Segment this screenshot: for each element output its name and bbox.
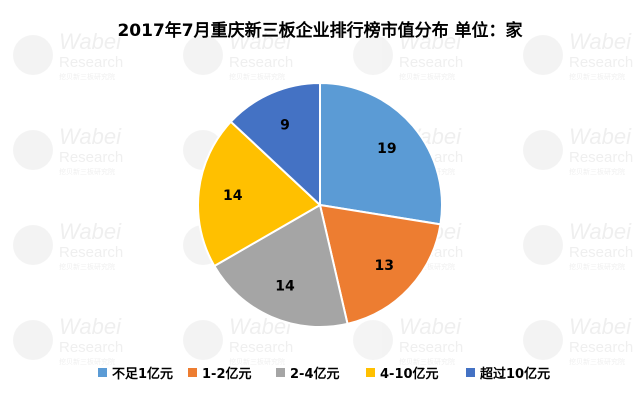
pie-data-label: 14 [223,188,243,204]
svg-text:Research: Research [569,244,633,261]
svg-text:Research: Research [569,54,633,71]
legend-item: 4-10亿元 [366,366,439,382]
legend-swatch [366,368,375,377]
legend-label: 不足1亿元 [112,366,173,382]
pie-slice-3 [212,203,349,328]
svg-text:Research: Research [59,149,123,166]
pie-slices [197,81,443,328]
svg-text:Research: Research [229,54,293,71]
svg-text:Wabei: Wabei [59,29,122,54]
pie-data-label: 13 [374,258,393,274]
svg-text:Wabei: Wabei [569,29,632,54]
svg-text:挖贝新三板研究院: 挖贝新三板研究院 [229,72,285,81]
svg-text:Research: Research [399,339,463,356]
svg-text:Research: Research [229,339,293,356]
legend-swatch [276,368,285,377]
svg-text:Research: Research [59,244,123,261]
svg-text:挖贝新三板研究院: 挖贝新三板研究院 [569,72,625,81]
svg-text:Research: Research [569,339,633,356]
svg-text:Wabei: Wabei [59,124,122,149]
chart-title: 2017年7月重庆新三板企业排行榜市值分布 单位：家 [117,20,522,41]
svg-text:挖贝新三板研究院: 挖贝新三板研究院 [569,167,625,176]
svg-text:挖贝新三板研究院: 挖贝新三板研究院 [59,167,115,176]
svg-text:挖贝新三板研究院: 挖贝新三板研究院 [399,72,455,81]
legend-swatch [98,368,107,377]
svg-text:挖贝新三板研究院: 挖贝新三板研究院 [399,262,455,271]
svg-text:Wabei: Wabei [59,219,122,244]
svg-text:Wabei: Wabei [569,124,632,149]
legend-swatch [466,368,475,377]
svg-text:Research: Research [569,149,633,166]
pie-data-label: 9 [280,117,290,133]
legend-label: 4-10亿元 [380,366,439,382]
svg-text:挖贝新三板研究院: 挖贝新三板研究院 [569,262,625,271]
svg-text:挖贝新三板研究院: 挖贝新三板研究院 [59,72,115,81]
pie-data-labels: 19 13 14 14 9 [223,117,397,294]
pie-slice-2 [318,203,442,326]
svg-text:Wabei: Wabei [569,219,632,244]
legend-label: 2-4亿元 [290,366,340,382]
pie-data-label: 19 [377,141,396,157]
svg-text:Wabei: Wabei [399,314,462,339]
svg-text:挖贝新三板研究院: 挖贝新三板研究院 [229,357,285,366]
legend-item: 超过10亿元 [466,366,550,382]
pie-slice-4 [197,120,322,268]
svg-text:Research: Research [59,339,123,356]
legend-item: 不足1亿元 [98,366,173,382]
pie-data-label: 14 [275,279,295,295]
svg-text:挖贝新三板研究院: 挖贝新三板研究院 [59,262,115,271]
svg-text:Wabei: Wabei [569,314,632,339]
legend-swatch [188,368,197,377]
legend-label: 1-2亿元 [202,366,252,382]
legend-item: 2-4亿元 [276,366,340,382]
pie-slice-5 [229,81,321,208]
chart-legend: 不足1亿元 1-2亿元 2-4亿元 4-10亿元 超过10亿元 [98,366,550,382]
svg-text:Research: Research [399,54,463,71]
legend-label: 超过10亿元 [480,366,550,382]
svg-text:Wabei: Wabei [229,29,292,54]
svg-text:挖贝新三板研究院: 挖贝新三板研究院 [569,357,625,366]
legend-item: 1-2亿元 [188,366,252,382]
svg-text:挖贝新三板研究院: 挖贝新三板研究院 [59,357,115,366]
pie-slice-1 [319,81,443,226]
svg-text:Wabei: Wabei [59,314,122,339]
svg-text:挖贝新三板研究院: 挖贝新三板研究院 [399,357,455,366]
svg-text:Research: Research [59,54,123,71]
svg-text:Wabei: Wabei [399,29,462,54]
